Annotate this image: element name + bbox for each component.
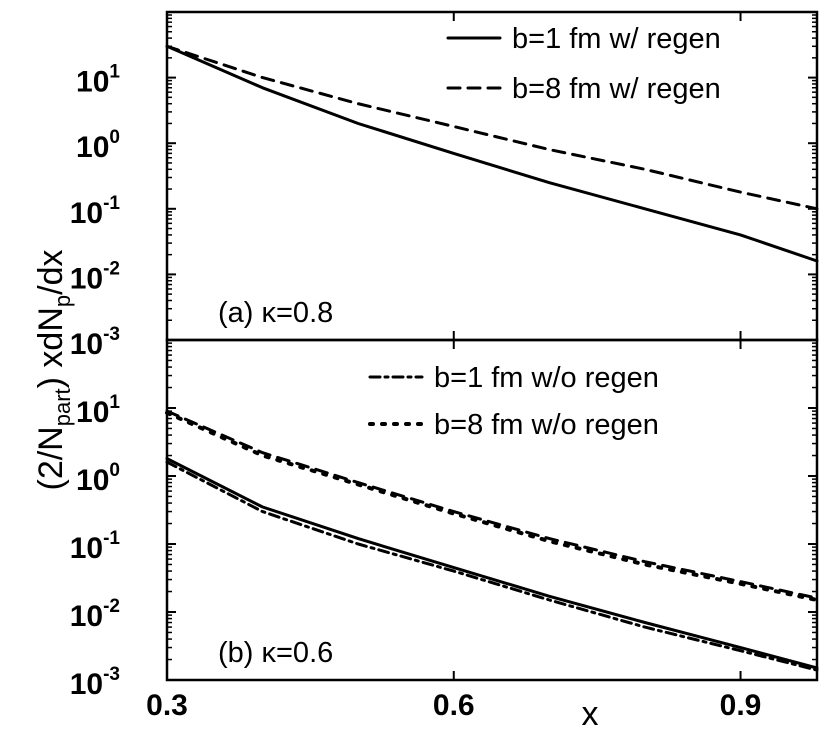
y-tick-label: 10-1 <box>70 528 121 565</box>
plot-frame <box>165 338 819 682</box>
y-tick-label: 10-3 <box>70 324 120 361</box>
y-axis-label: (2/Npart) xdNp/dx <box>32 250 75 491</box>
panel-b: 10-3 10-2 10-1 100 101 0.3 0.6 0.9 b=1 fm w/o re… <box>70 338 819 722</box>
plot-frame <box>165 10 819 342</box>
panel-label: (a) κ=0.8 <box>218 297 333 329</box>
x-tick-label: 0.9 <box>720 689 762 722</box>
legend-label: b=1 fm w/ regen <box>512 23 721 55</box>
y-tick-label: 10-1 <box>70 193 121 230</box>
y-tick-label: 10-2 <box>70 258 120 295</box>
y-tick-label: 10-2 <box>70 596 120 633</box>
y-tick-label: 100 <box>76 127 120 164</box>
series-line-solid <box>165 44 819 263</box>
y-tick-label: 100 <box>76 460 120 497</box>
x-axis-label: x <box>582 695 599 733</box>
y-tick-label: 101 <box>76 62 120 99</box>
y-tick-label: 101 <box>76 392 120 429</box>
series-line-solid <box>165 457 819 670</box>
series-line-dashed <box>165 44 819 211</box>
series-line-dotted <box>165 410 819 602</box>
legend-label: b=8 fm w/o regen <box>434 409 659 441</box>
x-tick-label: 0.3 <box>146 689 188 722</box>
series-line-dashed <box>165 409 819 600</box>
series-line-dashdot <box>165 460 819 672</box>
panel-label: (b) κ=0.6 <box>218 637 333 669</box>
legend-label: b=1 fm w/o regen <box>434 362 659 394</box>
legend-label: b=8 fm w/ regen <box>512 73 721 105</box>
y-tick-label: 10-3 <box>70 664 120 701</box>
x-tick-label: 0.6 <box>433 689 475 722</box>
panel-a: 10-3 10-2 10-1 100 101 b=1 fm w/ regen b=8 fm … <box>70 10 819 361</box>
